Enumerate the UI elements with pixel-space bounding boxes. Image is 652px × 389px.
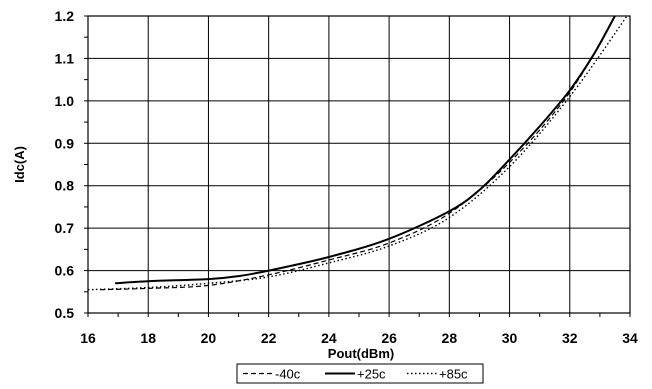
y-tick-label: 0.9 <box>55 135 75 151</box>
x-tick-label: 16 <box>80 330 96 346</box>
y-tick-labels: 0.5 0.6 0.7 0.8 0.9 1.0 1.1 1.2 <box>55 8 75 321</box>
x-tick-label: 22 <box>261 330 277 346</box>
series-line-25c <box>115 15 616 285</box>
x-tick-label: 18 <box>140 330 156 346</box>
x-tick-label: 30 <box>502 330 518 346</box>
plot-frame <box>87 15 631 314</box>
y-tick-label: 1.0 <box>55 93 75 109</box>
y-tick-label: 0.5 <box>55 305 75 321</box>
legend-label: +25c <box>357 367 386 382</box>
x-tick-label: 34 <box>622 330 638 346</box>
y-tick-label: 1.2 <box>55 8 75 24</box>
y-tick-label: 0.8 <box>55 178 75 194</box>
series-lines <box>87 15 628 291</box>
y-tick-label: 0.7 <box>55 220 75 236</box>
x-tick-label: 26 <box>381 330 397 346</box>
series-line-40c <box>99 15 616 291</box>
x-tick-labels: 16 18 20 22 24 26 28 30 32 34 <box>80 330 638 346</box>
legend: -40c +25c +85c <box>236 363 484 384</box>
x-tick-label: 20 <box>201 330 217 346</box>
x-tick-label: 24 <box>321 330 337 346</box>
legend-box <box>236 363 484 384</box>
y-tick-label: 1.1 <box>55 50 75 66</box>
grid <box>84 15 631 317</box>
y-tick-label: 0.6 <box>55 263 75 279</box>
x-tick-label: 32 <box>562 330 578 346</box>
y-axis-label: Idc(A) <box>12 146 27 183</box>
legend-label: -40c <box>275 367 301 382</box>
x-axis-label: Pout(dBm) <box>328 346 394 361</box>
x-tick-label: 28 <box>442 330 458 346</box>
legend-label: +85c <box>439 367 468 382</box>
